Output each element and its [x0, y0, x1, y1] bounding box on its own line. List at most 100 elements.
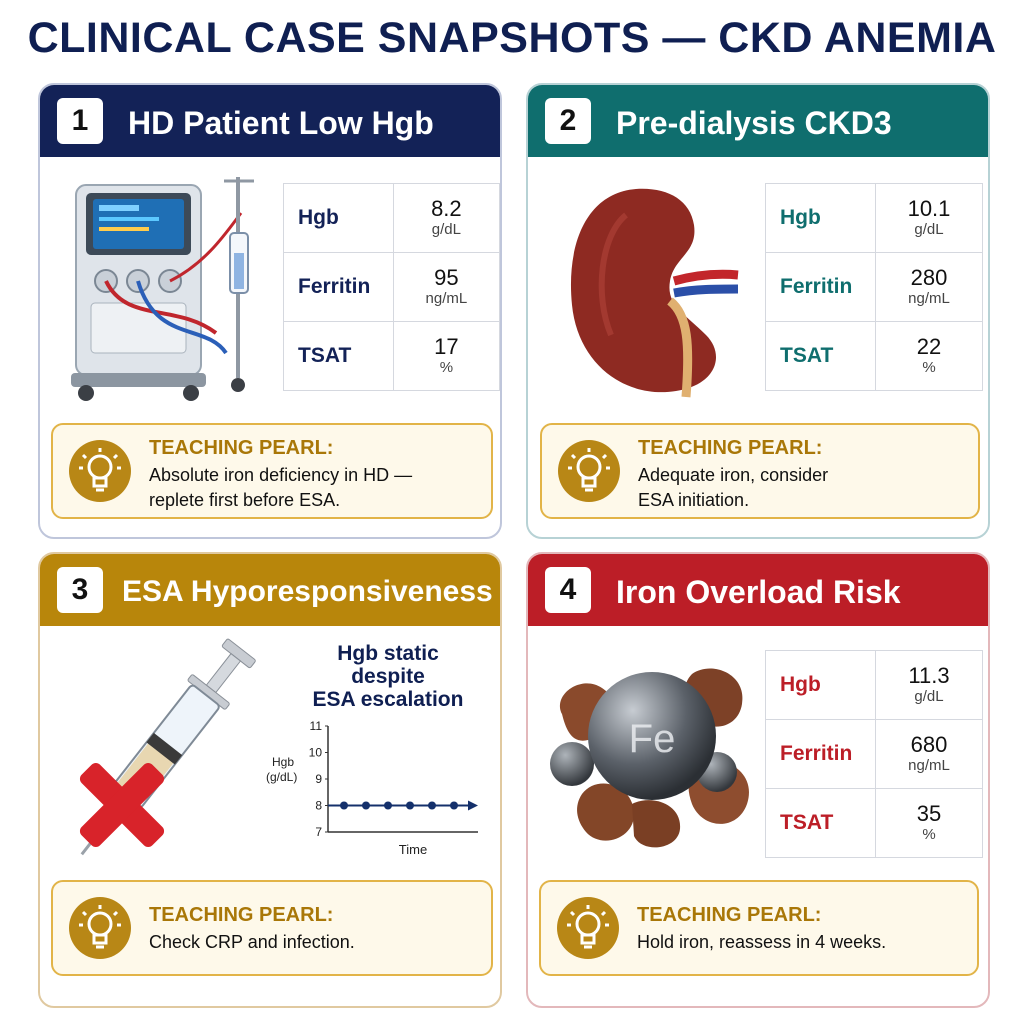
- lab-unit: %: [922, 826, 936, 843]
- pearl-line: Hold iron, reassess in 4 weeks.: [637, 932, 887, 952]
- lab-unit: ng/mL: [908, 290, 950, 307]
- page-title: CLINICAL CASE SNAPSHOTS — CKD ANEMIA: [27, 14, 997, 62]
- pearl-title: TEACHING PEARL:: [149, 437, 334, 459]
- x-axis-label: Time: [399, 842, 427, 857]
- series-arrowhead: [468, 800, 478, 811]
- case-number: 3: [57, 567, 103, 613]
- teaching-pearl: TEACHING PEARL: Adequate iron, consider …: [540, 423, 980, 519]
- data-point: [340, 801, 348, 810]
- lab-unit: g/dL: [914, 688, 944, 705]
- lab-unit: ng/mL: [425, 290, 468, 307]
- case-title: ESA Hyporesponsiveness: [122, 575, 493, 608]
- lab-row: Hgb 8.2 g/dL: [283, 183, 500, 253]
- data-point: [384, 801, 392, 810]
- case-title: HD Patient Low Hgb: [128, 105, 434, 141]
- chart-caption-line: despite: [351, 665, 425, 688]
- lab-unit: %: [922, 359, 936, 376]
- pearl-title: TEACHING PEARL:: [149, 904, 334, 926]
- case-header: 1 HD Patient Low Hgb: [40, 85, 500, 157]
- lab-unit: ng/mL: [908, 757, 950, 774]
- kidney-icon: [570, 188, 739, 398]
- lab-row: Hgb 11.3 g/dL: [765, 650, 983, 720]
- data-point: [406, 801, 414, 810]
- data-point: [428, 801, 436, 810]
- chart-caption-line: Hgb static: [337, 642, 439, 665]
- lab-row: TSAT 35%: [765, 788, 983, 858]
- pearl-text: Hold iron, reassess in 4 weeks.: [637, 930, 957, 955]
- pearl-text: Check CRP and infection.: [149, 930, 469, 955]
- y-axis-label-unit: (g/dL): [266, 770, 297, 784]
- y-tick-label: 7: [315, 825, 322, 839]
- teaching-pearl: TEACHING PEARL: Absolute iron deficiency…: [51, 423, 493, 519]
- lab-value: 680: [910, 732, 948, 757]
- data-point: [362, 801, 370, 810]
- y-tick-label: 10: [309, 746, 323, 760]
- lab-unit: g/dL: [914, 221, 944, 238]
- y-tick-label: 9: [315, 772, 322, 786]
- lab-name: TSAT: [765, 788, 876, 858]
- y-tick-label: 11: [310, 719, 323, 733]
- lab-name: Hgb: [765, 183, 876, 253]
- case-number: 2: [545, 98, 591, 144]
- y-tick-label: 8: [315, 799, 322, 813]
- hgb-line-chart: 7 8 9 10 11 Hgb(g/dL) Time: [266, 719, 478, 857]
- teaching-pearl: TEACHING PEARL: Hold iron, reassess in 4…: [539, 880, 979, 976]
- chart-caption: Hgb static despite ESA escalation: [290, 642, 486, 711]
- lab-name: Ferritin: [765, 719, 876, 789]
- case-card-2: 2 Pre-dialysis CKD3 Hgb 10.1 g/dL Ferriti…: [526, 83, 990, 539]
- lab-unit: %: [439, 359, 454, 376]
- lightbulb-icon: [558, 440, 620, 502]
- case-header: 2 Pre-dialysis CKD3: [528, 85, 988, 157]
- lab-row: TSAT 17%: [283, 321, 500, 391]
- lab-table: Hgb 8.2 g/dL Ferritin 95 ng/mL TSAT 17%: [283, 183, 500, 391]
- lab-value: 8.2: [431, 196, 462, 221]
- case-header: 3 ESA Hyporesponsiveness: [40, 554, 500, 626]
- pearl-line: replete first before ESA.: [149, 490, 341, 510]
- lab-name: Hgb: [765, 650, 876, 720]
- case-title: Pre-dialysis CKD3: [616, 105, 892, 141]
- pearl-text: Adequate iron, consider ESA initiation.: [638, 463, 958, 513]
- lab-row: Ferritin 680 ng/mL: [765, 719, 983, 789]
- lab-unit: g/dL: [431, 221, 461, 238]
- case-card-4: 4 Iron Overload Risk Fe Hgb 11.3 g/dL Fer…: [526, 552, 990, 1008]
- lab-row: TSAT 22%: [765, 321, 983, 391]
- case-header: 4 Iron Overload Risk: [528, 554, 988, 626]
- lab-row: Ferritin 280 ng/mL: [765, 252, 983, 322]
- pearl-title: TEACHING PEARL:: [637, 904, 822, 926]
- lab-name: TSAT: [283, 321, 394, 391]
- lab-row: Hgb 10.1 g/dL: [765, 183, 983, 253]
- lab-name: Ferritin: [283, 252, 394, 322]
- lab-name: Hgb: [283, 183, 394, 253]
- dialysis-machine-icon: [71, 177, 254, 401]
- iron-sphere-icon: Fe: [550, 668, 749, 848]
- lightbulb-icon: [69, 440, 131, 502]
- lab-value: 22: [916, 334, 942, 359]
- lab-value: 10.1: [907, 196, 951, 221]
- lab-name: TSAT: [765, 321, 876, 391]
- y-axis-label: Hgb: [272, 755, 294, 769]
- iron-label: Fe: [629, 717, 676, 761]
- case-number: 4: [545, 567, 591, 613]
- pearl-line: Check CRP and infection.: [149, 932, 355, 952]
- lab-value: 35: [916, 801, 942, 826]
- pearl-line: Absolute iron deficiency in HD —: [149, 465, 413, 485]
- case-card-3: 3 ESA Hyporesponsiveness Hgb static desp…: [38, 552, 502, 1008]
- lightbulb-icon: [557, 897, 619, 959]
- data-point: [450, 801, 458, 810]
- lab-value: 11.3: [908, 663, 950, 688]
- lightbulb-icon: [69, 897, 131, 959]
- teaching-pearl: TEACHING PEARL: Check CRP and infection.: [51, 880, 493, 976]
- case-number: 1: [57, 98, 103, 144]
- pearl-line: Adequate iron, consider: [638, 465, 829, 485]
- pearl-title: TEACHING PEARL:: [638, 437, 823, 459]
- case-title: Iron Overload Risk: [616, 574, 901, 610]
- syringe-with-red-x-icon: [79, 638, 256, 856]
- case-card-1: 1 HD Patient Low Hgb Hgb 8.2 g/dL Ferriti…: [38, 83, 502, 539]
- lab-value: 280: [910, 265, 948, 290]
- lab-value: 95: [434, 265, 459, 290]
- lab-name: Ferritin: [765, 252, 876, 322]
- pearl-text: Absolute iron deficiency in HD — replete…: [149, 463, 469, 513]
- chart-caption-line: ESA escalation: [312, 688, 464, 711]
- pearl-line: ESA initiation.: [638, 490, 750, 510]
- lab-row: Ferritin 95 ng/mL: [283, 252, 500, 322]
